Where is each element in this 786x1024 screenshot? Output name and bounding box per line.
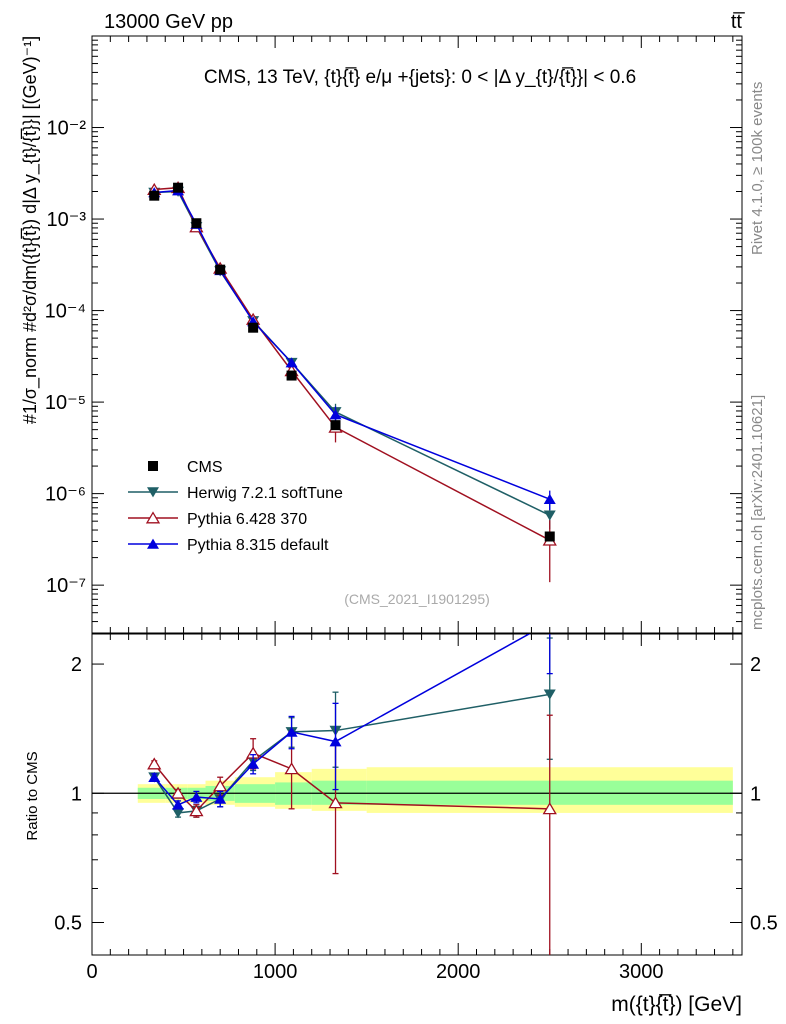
ratio-panel-frame — [91, 633, 743, 956]
ratio-data-point — [284, 762, 299, 775]
ratio-data-point — [170, 786, 186, 799]
ratio-data-point — [148, 771, 161, 783]
ratio-data-point — [214, 793, 227, 804]
ratio-series-group — [147, 617, 557, 955]
main-data-point — [191, 218, 202, 229]
legend-entry-cms: CMS — [148, 459, 223, 476]
x-tick-label: 2000 — [436, 961, 481, 983]
ratio-series-pythia8 — [148, 617, 556, 810]
ratio-y-tick-label-right: 0.5 — [750, 912, 778, 934]
main-y-tick-label: 10⁻⁴ — [45, 301, 86, 323]
ratio-data-point — [147, 757, 162, 770]
main-data-point — [543, 493, 556, 504]
main-y-tick-label: 10⁻⁷ — [46, 575, 86, 597]
legend-label: CMS — [187, 459, 223, 476]
ratio-y-tick-label: 0.5 — [54, 912, 82, 934]
legend-marker — [148, 461, 158, 471]
main-y-axis-label: #1/σ_norm #d²σ/dm({t}{t̅}) d|Δ y_{t}/{t̅… — [20, 36, 41, 424]
cms-uncertainty-band — [92, 767, 742, 813]
ratio-data-point — [329, 736, 342, 747]
main-plot-title: CMS, 13 TeV, {t}{t̅} e/μ +{jets}: 0 < |Δ… — [204, 67, 636, 88]
ratio-data-point — [190, 791, 203, 802]
legend-label: Pythia 8.315 default — [187, 537, 329, 554]
main-y-tick-label: 10⁻² — [47, 118, 87, 140]
main-data-point — [248, 322, 259, 333]
ratio-series-pythia6 — [147, 714, 557, 955]
main-series-group — [147, 181, 557, 583]
ratio-data-point — [189, 804, 204, 817]
main-series-cms — [149, 182, 555, 542]
legend-marker — [147, 538, 159, 549]
x-tick-label: 3000 — [619, 961, 664, 983]
main-data-point — [215, 264, 226, 275]
analysis-watermark: (CMS_2021_I1901295) — [344, 591, 490, 607]
legend-marker — [145, 511, 161, 524]
main-series-line — [154, 189, 551, 500]
main-data-point — [544, 531, 555, 542]
ratio-y-tick-label-right: 2 — [750, 654, 761, 676]
ratio-data-point — [543, 689, 556, 700]
ratio-y-tick-label: 1 — [71, 783, 82, 805]
main-panel-frame — [91, 35, 743, 634]
ratio-data-point — [172, 799, 185, 810]
ratio-panel: 0.5 0.5 1 1 2 2 0 1000 2000 3000 Ratio to CMS m(… — [24, 617, 778, 1016]
main-y-ticks: 10⁻² 10⁻³ 10⁻⁴ 10⁻⁵ 10⁻⁶ 10⁻⁷ — [45, 35, 742, 634]
ratio-data-point — [172, 808, 185, 819]
main-x-ticks — [91, 36, 734, 633]
header-right-title: tt̅ — [731, 11, 745, 33]
ratio-y-tick-label: 2 — [71, 654, 82, 676]
main-y-tick-label: 10⁻⁶ — [45, 484, 86, 506]
ratio-data-point — [328, 796, 343, 809]
ratio-x-ticks: 0 1000 2000 3000 — [86, 634, 734, 983]
rivet-version-label: Rivet 4.1.0, ≥ 100k events — [749, 82, 766, 255]
main-y-tick-label: 10⁻⁵ — [45, 392, 86, 414]
ratio-data-point — [542, 802, 557, 815]
main-data-point — [329, 409, 342, 420]
ratio-series-line — [153, 634, 531, 806]
main-data-point — [543, 510, 556, 521]
ratio-data-point — [247, 758, 260, 769]
legend-label: Herwig 7.2.1 softTune — [187, 485, 343, 502]
legend-marker — [147, 487, 159, 498]
header-left-title: 13000 GeV pp — [104, 11, 233, 33]
main-data-point — [149, 190, 160, 201]
legend-entry-pythia8: Pythia 8.315 default — [128, 537, 329, 554]
ratio-data-point — [544, 617, 556, 627]
legend-entry-herwig: Herwig 7.2.1 softTune — [128, 485, 343, 502]
x-tick-label: 1000 — [253, 961, 298, 983]
ratio-y-axis-label: Ratio to CMS — [24, 751, 41, 840]
main-data-point — [330, 420, 341, 431]
main-data-point — [173, 182, 184, 193]
source-label: mcplots.cern.ch [arXiv:2401.10621] — [749, 395, 766, 630]
main-data-point — [285, 357, 298, 368]
main-data-point — [286, 370, 297, 381]
main-panel: CMS, 13 TeV, {t}{t̅} e/μ +{jets}: 0 < |Δ… — [20, 35, 743, 634]
legend: CMS Herwig 7.2.1 softTune Pythia 6.428 370… — [128, 459, 343, 554]
x-tick-label: 0 — [86, 961, 97, 983]
x-axis-label: m({t}{t̅}) [GeV] — [611, 993, 742, 1016]
ratio-data-point — [213, 779, 228, 792]
ratio-y-ticks: 0.5 0.5 1 1 2 2 — [54, 654, 778, 934]
ratio-data-point — [285, 726, 298, 737]
legend-label: Pythia 6.428 370 — [187, 511, 307, 528]
main-y-tick-label: 10⁻³ — [47, 209, 87, 231]
legend-entry-pythia6: Pythia 6.428 370 — [128, 511, 307, 528]
ratio-y-tick-label-right: 1 — [750, 783, 761, 805]
